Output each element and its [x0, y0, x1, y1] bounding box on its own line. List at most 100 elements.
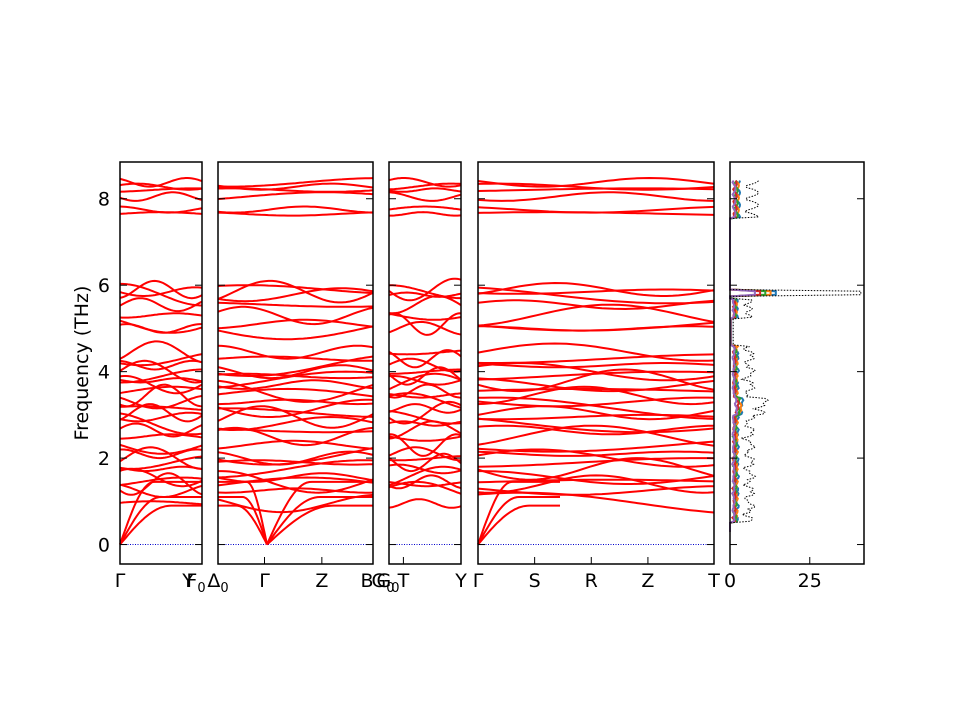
acoustic-branch [119, 480, 202, 545]
acoustic-branch [218, 504, 268, 545]
band-line [217, 493, 374, 514]
band-line [119, 205, 203, 214]
band-line [388, 410, 462, 425]
band-line [388, 463, 462, 475]
band-line [388, 452, 462, 473]
band-line [388, 481, 462, 488]
band-line [388, 349, 462, 369]
band-line [477, 370, 715, 381]
band-line [217, 459, 374, 479]
band-line [217, 379, 374, 403]
band-line [477, 361, 715, 382]
band-line [477, 281, 715, 297]
band-line [477, 413, 715, 421]
band-line [477, 205, 715, 214]
x-tick-label: T [397, 570, 410, 592]
band-line [389, 211, 462, 217]
band-line [119, 279, 203, 300]
band-line [217, 301, 373, 308]
band-line [389, 368, 461, 375]
band-line [388, 182, 462, 191]
band-lines [119, 176, 715, 546]
band-line [119, 500, 203, 506]
band-line [388, 400, 462, 425]
band-line [388, 205, 462, 211]
band-line [388, 435, 462, 442]
band-line [388, 191, 462, 202]
axes-frames [119, 161, 865, 565]
band-line [217, 344, 374, 360]
band-line [217, 325, 374, 341]
band-line [218, 177, 374, 188]
band-line [119, 375, 203, 395]
panel-frame [388, 161, 462, 565]
band-line [119, 385, 203, 394]
band-line [217, 318, 374, 330]
band-line [477, 288, 715, 295]
band-line [477, 303, 715, 327]
band-line [477, 286, 715, 305]
band-line [388, 392, 462, 409]
band-line [388, 320, 462, 336]
band-line [217, 182, 374, 191]
x-tick-label: B [360, 570, 373, 592]
band-line [217, 211, 374, 217]
band-line [388, 177, 462, 188]
band-line [217, 284, 374, 295]
band-line [119, 286, 203, 297]
band-line [477, 396, 715, 408]
band-line [119, 383, 203, 408]
band-line [389, 455, 462, 462]
x-tick-label: R [585, 570, 598, 592]
band-line [119, 455, 203, 470]
x-tick-label: Γ [473, 570, 484, 592]
band-line [477, 474, 715, 494]
band-line [477, 424, 715, 447]
band-line [388, 420, 462, 440]
panel-frame [119, 161, 203, 565]
band-line [119, 405, 203, 411]
band-line [388, 187, 462, 193]
band-line [119, 340, 203, 364]
band-line [477, 182, 715, 191]
band-line [217, 355, 374, 378]
band-line [388, 446, 462, 462]
acoustic-branch [477, 504, 560, 546]
band-line [119, 297, 203, 313]
band-line [217, 439, 374, 450]
x-tick-label: Δ0 [207, 570, 228, 596]
band-line [477, 485, 715, 496]
band-line [217, 415, 374, 431]
band-line [217, 205, 374, 214]
dos-plot [729, 179, 862, 532]
y-tick-label: 6 [98, 275, 110, 297]
x-tick-label: F0 [186, 570, 205, 596]
band-line [477, 353, 715, 364]
dos-x-tick-label: 0 [724, 570, 736, 592]
band-line [217, 426, 374, 447]
band-line [477, 299, 715, 311]
total-dos-line [729, 180, 862, 532]
band-line [477, 362, 715, 369]
band-line [477, 321, 715, 332]
band-line [119, 412, 203, 436]
band-line [477, 342, 715, 362]
band-line [119, 187, 203, 193]
band-line [119, 443, 203, 455]
band-line [388, 375, 462, 386]
y-tick-label: 2 [98, 448, 110, 470]
band-line [119, 319, 203, 334]
band-line [119, 368, 202, 384]
acoustic-branch [266, 504, 373, 546]
band-line [119, 177, 203, 188]
acoustic-branch [119, 496, 202, 545]
band-line [477, 457, 715, 468]
band-line [388, 294, 462, 315]
band-line [478, 470, 715, 485]
band-line [477, 424, 715, 436]
band-line [388, 403, 462, 414]
band-line [477, 385, 715, 406]
acoustic-branch [266, 480, 373, 545]
